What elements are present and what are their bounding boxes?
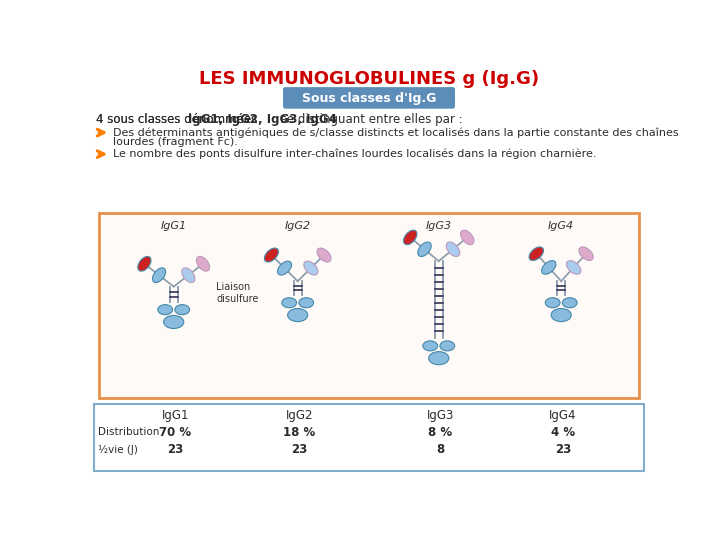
Ellipse shape: [163, 315, 184, 328]
Text: IgG1: IgG1: [161, 221, 186, 231]
Ellipse shape: [428, 352, 449, 365]
Text: IgG3: IgG3: [426, 221, 452, 231]
Ellipse shape: [181, 268, 195, 282]
Text: Des déterminants antigéniques de s/classe distincts et localisés dans la partie : Des déterminants antigéniques de s/class…: [113, 127, 679, 138]
Text: 70 %: 70 %: [159, 426, 192, 438]
Ellipse shape: [418, 242, 431, 256]
Text: 4 sous classes dénommées: 4 sous classes dénommées: [96, 113, 261, 126]
Text: IgG3: IgG3: [427, 409, 454, 422]
Ellipse shape: [287, 308, 307, 322]
Ellipse shape: [277, 261, 292, 275]
Text: IgG4: IgG4: [549, 409, 577, 422]
Ellipse shape: [282, 298, 297, 308]
Text: 8: 8: [436, 443, 444, 456]
Ellipse shape: [567, 261, 581, 274]
Text: LES IMMUNOGLOBULINES g (Ig.G): LES IMMUNOGLOBULINES g (Ig.G): [199, 70, 539, 87]
Text: Le nombre des ponts disulfure inter-chaînes lourdes localisés dans la région cha: Le nombre des ponts disulfure inter-chaî…: [113, 149, 597, 159]
Ellipse shape: [541, 261, 556, 274]
Text: Liaison
disulfure: Liaison disulfure: [216, 282, 258, 303]
Text: IgG1: IgG1: [161, 409, 189, 422]
Ellipse shape: [545, 298, 560, 308]
Text: ½vie (J): ½vie (J): [98, 445, 138, 455]
Ellipse shape: [529, 247, 544, 260]
Ellipse shape: [562, 298, 577, 308]
Text: 23: 23: [291, 443, 307, 456]
Text: IgG1, IgG2, IgG3, IgG4: IgG1, IgG2, IgG3, IgG4: [188, 113, 337, 126]
Text: Sous classes d'Ig.G: Sous classes d'Ig.G: [302, 92, 436, 105]
Ellipse shape: [423, 341, 438, 351]
Ellipse shape: [299, 298, 314, 308]
Text: IgG2: IgG2: [284, 221, 311, 231]
Ellipse shape: [175, 305, 189, 315]
Ellipse shape: [158, 305, 173, 315]
Ellipse shape: [197, 256, 210, 271]
Text: lourdes (fragment Fc).: lourdes (fragment Fc).: [113, 137, 238, 147]
Ellipse shape: [551, 308, 571, 322]
Text: 8 %: 8 %: [428, 426, 452, 438]
Text: 23: 23: [554, 443, 571, 456]
Ellipse shape: [403, 230, 417, 245]
Ellipse shape: [440, 341, 454, 351]
Text: 18 %: 18 %: [283, 426, 315, 438]
Ellipse shape: [317, 248, 331, 262]
FancyBboxPatch shape: [99, 213, 639, 398]
Ellipse shape: [153, 268, 166, 282]
Text: se distinguant entre elles par :: se distinguant entre elles par :: [277, 113, 462, 126]
Ellipse shape: [461, 230, 474, 245]
FancyBboxPatch shape: [94, 403, 644, 471]
Text: 23: 23: [167, 443, 184, 456]
Ellipse shape: [446, 242, 459, 256]
Text: 4 %: 4 %: [551, 426, 575, 438]
Ellipse shape: [264, 248, 279, 262]
Ellipse shape: [138, 256, 151, 271]
Ellipse shape: [579, 247, 593, 260]
Ellipse shape: [304, 261, 318, 275]
FancyBboxPatch shape: [283, 87, 455, 109]
Text: IgG2: IgG2: [286, 409, 313, 422]
Text: Distribution: Distribution: [98, 427, 159, 437]
Text: 4 sous classes dénommées: 4 sous classes dénommées: [96, 113, 261, 126]
Text: IgG4: IgG4: [548, 221, 575, 231]
